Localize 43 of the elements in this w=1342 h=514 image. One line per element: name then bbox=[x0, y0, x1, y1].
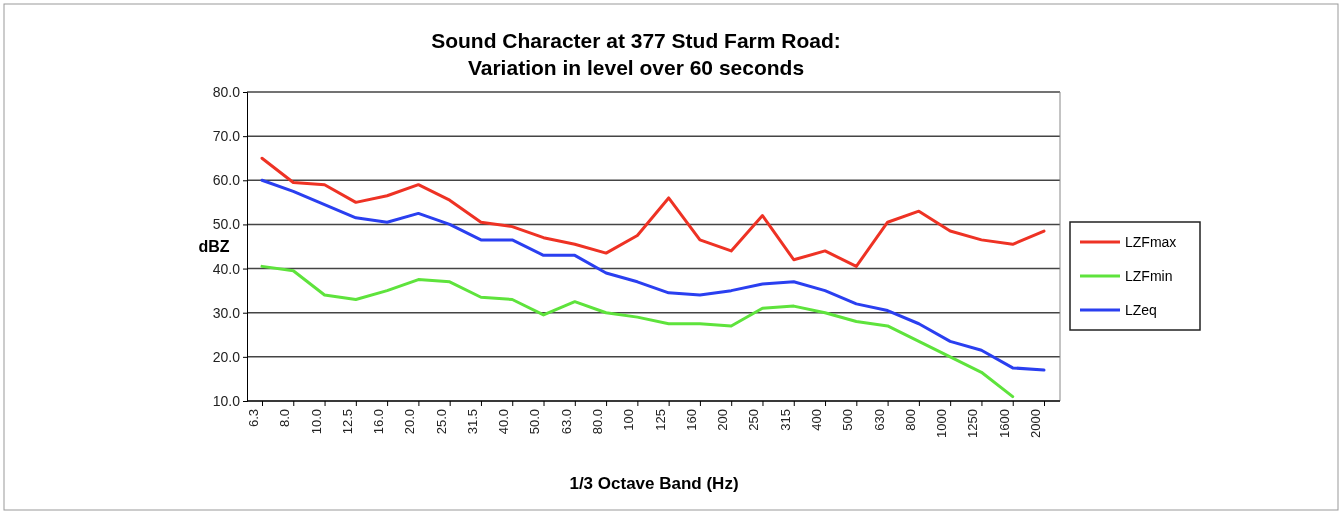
x-tick-label: 6.3 bbox=[245, 409, 261, 428]
x-tick-label: 500 bbox=[840, 409, 856, 431]
x-tick-label: 315 bbox=[777, 409, 793, 431]
y-tick-label: 30.0 bbox=[212, 304, 241, 321]
legend-label: LZeq bbox=[1125, 302, 1157, 318]
x-tick-label: 63.0 bbox=[558, 409, 574, 435]
line-series bbox=[260, 178, 1046, 372]
y-tick-label: 70.0 bbox=[212, 128, 241, 145]
x-tick-label: 10.0 bbox=[308, 409, 324, 435]
x-tick-label: 100 bbox=[621, 409, 637, 431]
x-tick-label: 200 bbox=[715, 409, 731, 431]
x-tick-label: 125 bbox=[652, 409, 668, 431]
x-tick-label: 1250 bbox=[965, 409, 981, 438]
legend-label: LZFmax bbox=[1125, 234, 1177, 250]
legend-label: LZFmin bbox=[1125, 268, 1173, 284]
x-tick-label: 31.5 bbox=[464, 409, 480, 435]
x-tick-label: 25.0 bbox=[433, 409, 449, 435]
x-tick-label: 80.0 bbox=[590, 409, 606, 435]
x-tick-label: 1000 bbox=[934, 409, 950, 438]
y-tick-label: 20.0 bbox=[212, 348, 241, 365]
x-tick-label: 8.0 bbox=[277, 409, 293, 428]
x-tick-label: 1600 bbox=[996, 409, 1012, 438]
x-tick-label: 20.0 bbox=[402, 409, 418, 435]
x-tick-label: 630 bbox=[871, 409, 887, 431]
line-series bbox=[260, 156, 1046, 268]
y-tick-label: 10.0 bbox=[212, 392, 241, 409]
x-tick-label: 2000 bbox=[1027, 409, 1043, 438]
x-tick-label: 250 bbox=[746, 409, 762, 431]
y-axis-title: dBZ bbox=[198, 238, 230, 255]
y-tick-label: 60.0 bbox=[212, 172, 241, 189]
y-tick-label: 40.0 bbox=[212, 260, 241, 277]
chart-title: Sound Character at 377 Stud Farm Road: Variation in level over 60 seconds bbox=[431, 29, 841, 79]
x-tick-label: 40.0 bbox=[496, 409, 512, 435]
x-tick-label: 12.5 bbox=[339, 409, 355, 435]
x-tick-label: 50.0 bbox=[527, 409, 543, 435]
x-tick-label: 160 bbox=[683, 409, 699, 431]
y-tick-label: 80.0 bbox=[212, 83, 241, 100]
y-tick-label: 50.0 bbox=[212, 216, 241, 233]
x-tick-label: 16.0 bbox=[371, 409, 387, 435]
line-series bbox=[260, 264, 1015, 399]
x-axis-title: 1/3 Octave Band (Hz) bbox=[569, 474, 739, 493]
x-tick-label: 800 bbox=[902, 409, 918, 431]
x-tick-label: 400 bbox=[808, 409, 824, 431]
